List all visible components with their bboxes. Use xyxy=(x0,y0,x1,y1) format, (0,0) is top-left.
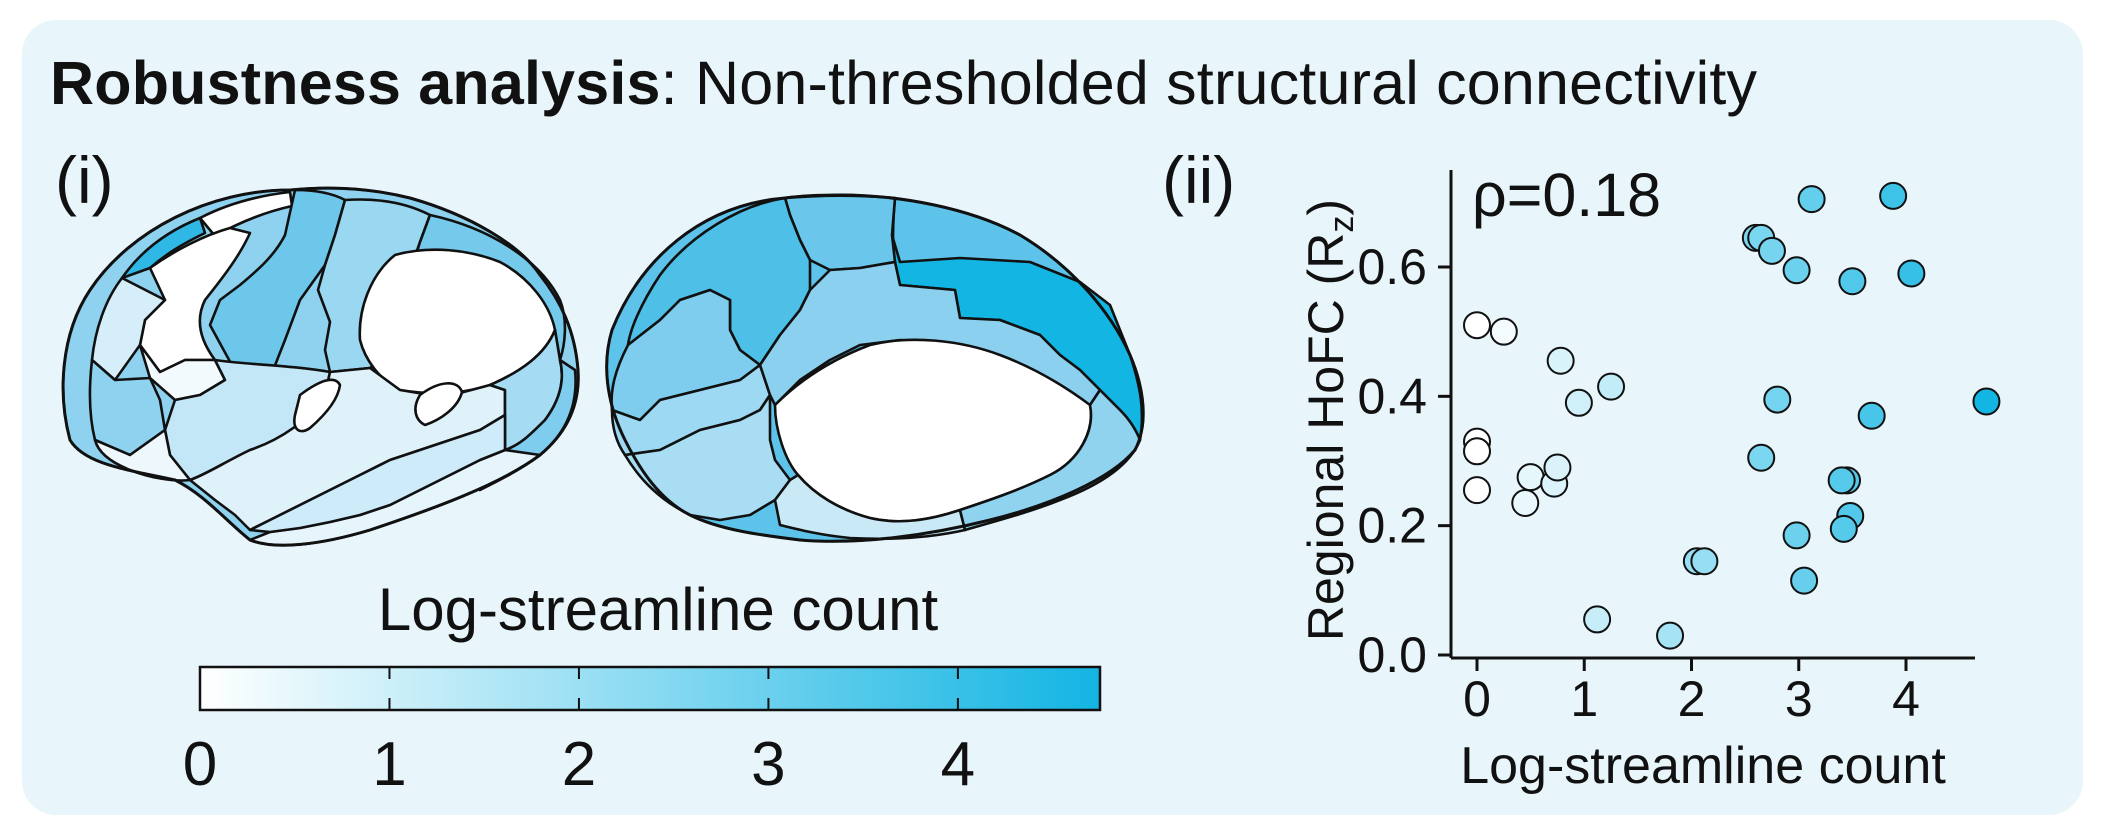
title-bold: Robustness analysis xyxy=(50,49,661,117)
scatter-point xyxy=(1838,267,1867,296)
scatter-chart: ρ=0.18 0.0 0.2 0.4 0.6 0 1 2 3 4 Log-streamline… xyxy=(1298,161,2001,795)
title-rest: : Non-thresholded structural connectivit… xyxy=(660,49,1758,117)
scatter-point xyxy=(1857,401,1886,430)
colorbar-tick-label: 3 xyxy=(751,730,785,799)
colorbar-tick-label: 0 xyxy=(183,730,217,799)
scatter-point xyxy=(1489,317,1518,346)
colorbar-title: Log-streamline count xyxy=(378,576,939,643)
rho-annotation: ρ=0.18 xyxy=(1472,161,1661,229)
scatter-point xyxy=(1827,466,1856,495)
scatter-point xyxy=(1543,453,1572,482)
y-tick-label: 0.4 xyxy=(1357,368,1427,424)
y-axis-label: Regional HoFC (Rz) xyxy=(1298,199,1361,641)
y-axis-label-sub: z xyxy=(1323,216,1361,233)
scatter-point xyxy=(1656,621,1685,650)
scatter-point xyxy=(1782,256,1811,285)
scatter-point xyxy=(1690,547,1719,576)
brain-medial-view xyxy=(605,193,1145,543)
y-axis-label-main: Regional HoFC (R xyxy=(1298,233,1354,641)
scatter-point xyxy=(1463,476,1491,505)
scatter-point xyxy=(1747,443,1776,472)
scatter-point xyxy=(1583,605,1612,634)
y-axis-label-close: ) xyxy=(1298,199,1354,216)
colorbar-tick-label: 4 xyxy=(941,730,975,799)
scatter-point xyxy=(1879,181,1908,210)
scatter-point xyxy=(1763,385,1792,414)
scatter-point xyxy=(1516,463,1545,492)
y-tick-label: 0.6 xyxy=(1357,239,1427,295)
scatter-point xyxy=(1511,489,1540,518)
scatter-point xyxy=(1790,566,1819,595)
scatter-point xyxy=(1564,388,1593,417)
scatter-point xyxy=(1463,437,1491,466)
x-tick-label: 4 xyxy=(1892,671,1920,727)
y-tick-label: 0.0 xyxy=(1357,627,1427,683)
panel-ii-label: (ii) xyxy=(1162,143,1236,217)
scatter-point xyxy=(1782,521,1811,550)
scatter-point xyxy=(1797,185,1826,214)
scatter-point xyxy=(1972,387,2001,416)
x-axis-label: Log-streamline count xyxy=(1460,737,1946,795)
panel-i-label: (i) xyxy=(55,143,114,217)
y-tick-label: 0.2 xyxy=(1357,498,1427,554)
colorbar-tick-label: 1 xyxy=(372,730,406,799)
x-tick-label: 3 xyxy=(1785,671,1813,727)
scatter-point xyxy=(1546,346,1575,375)
colorbar-gradient xyxy=(198,665,1102,712)
brain-lateral-view xyxy=(61,186,580,547)
scatter-point xyxy=(1897,259,1926,288)
x-tick-label: 2 xyxy=(1678,671,1706,727)
scatter-point xyxy=(1757,236,1786,265)
figure-title: Robustness analysis: Non-thresholded str… xyxy=(50,48,1757,118)
scatter-point xyxy=(1463,311,1491,340)
scatter-point xyxy=(1597,372,1626,401)
colorbar-tick-label: 2 xyxy=(562,730,596,799)
scatter-point xyxy=(1829,514,1858,543)
colorbar: Log-streamline count 0 1 2 3 4 xyxy=(183,576,1102,799)
x-tick-label: 0 xyxy=(1463,671,1491,727)
x-tick-label: 1 xyxy=(1570,671,1598,727)
